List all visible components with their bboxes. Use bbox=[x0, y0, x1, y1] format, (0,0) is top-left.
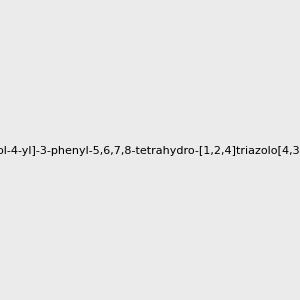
Text: N-[1-(2-fluoroethyl)pyrazol-4-yl]-3-phenyl-5,6,7,8-tetrahydro-[1,2,4]triazolo[4,: N-[1-(2-fluoroethyl)pyrazol-4-yl]-3-phen… bbox=[0, 146, 300, 157]
